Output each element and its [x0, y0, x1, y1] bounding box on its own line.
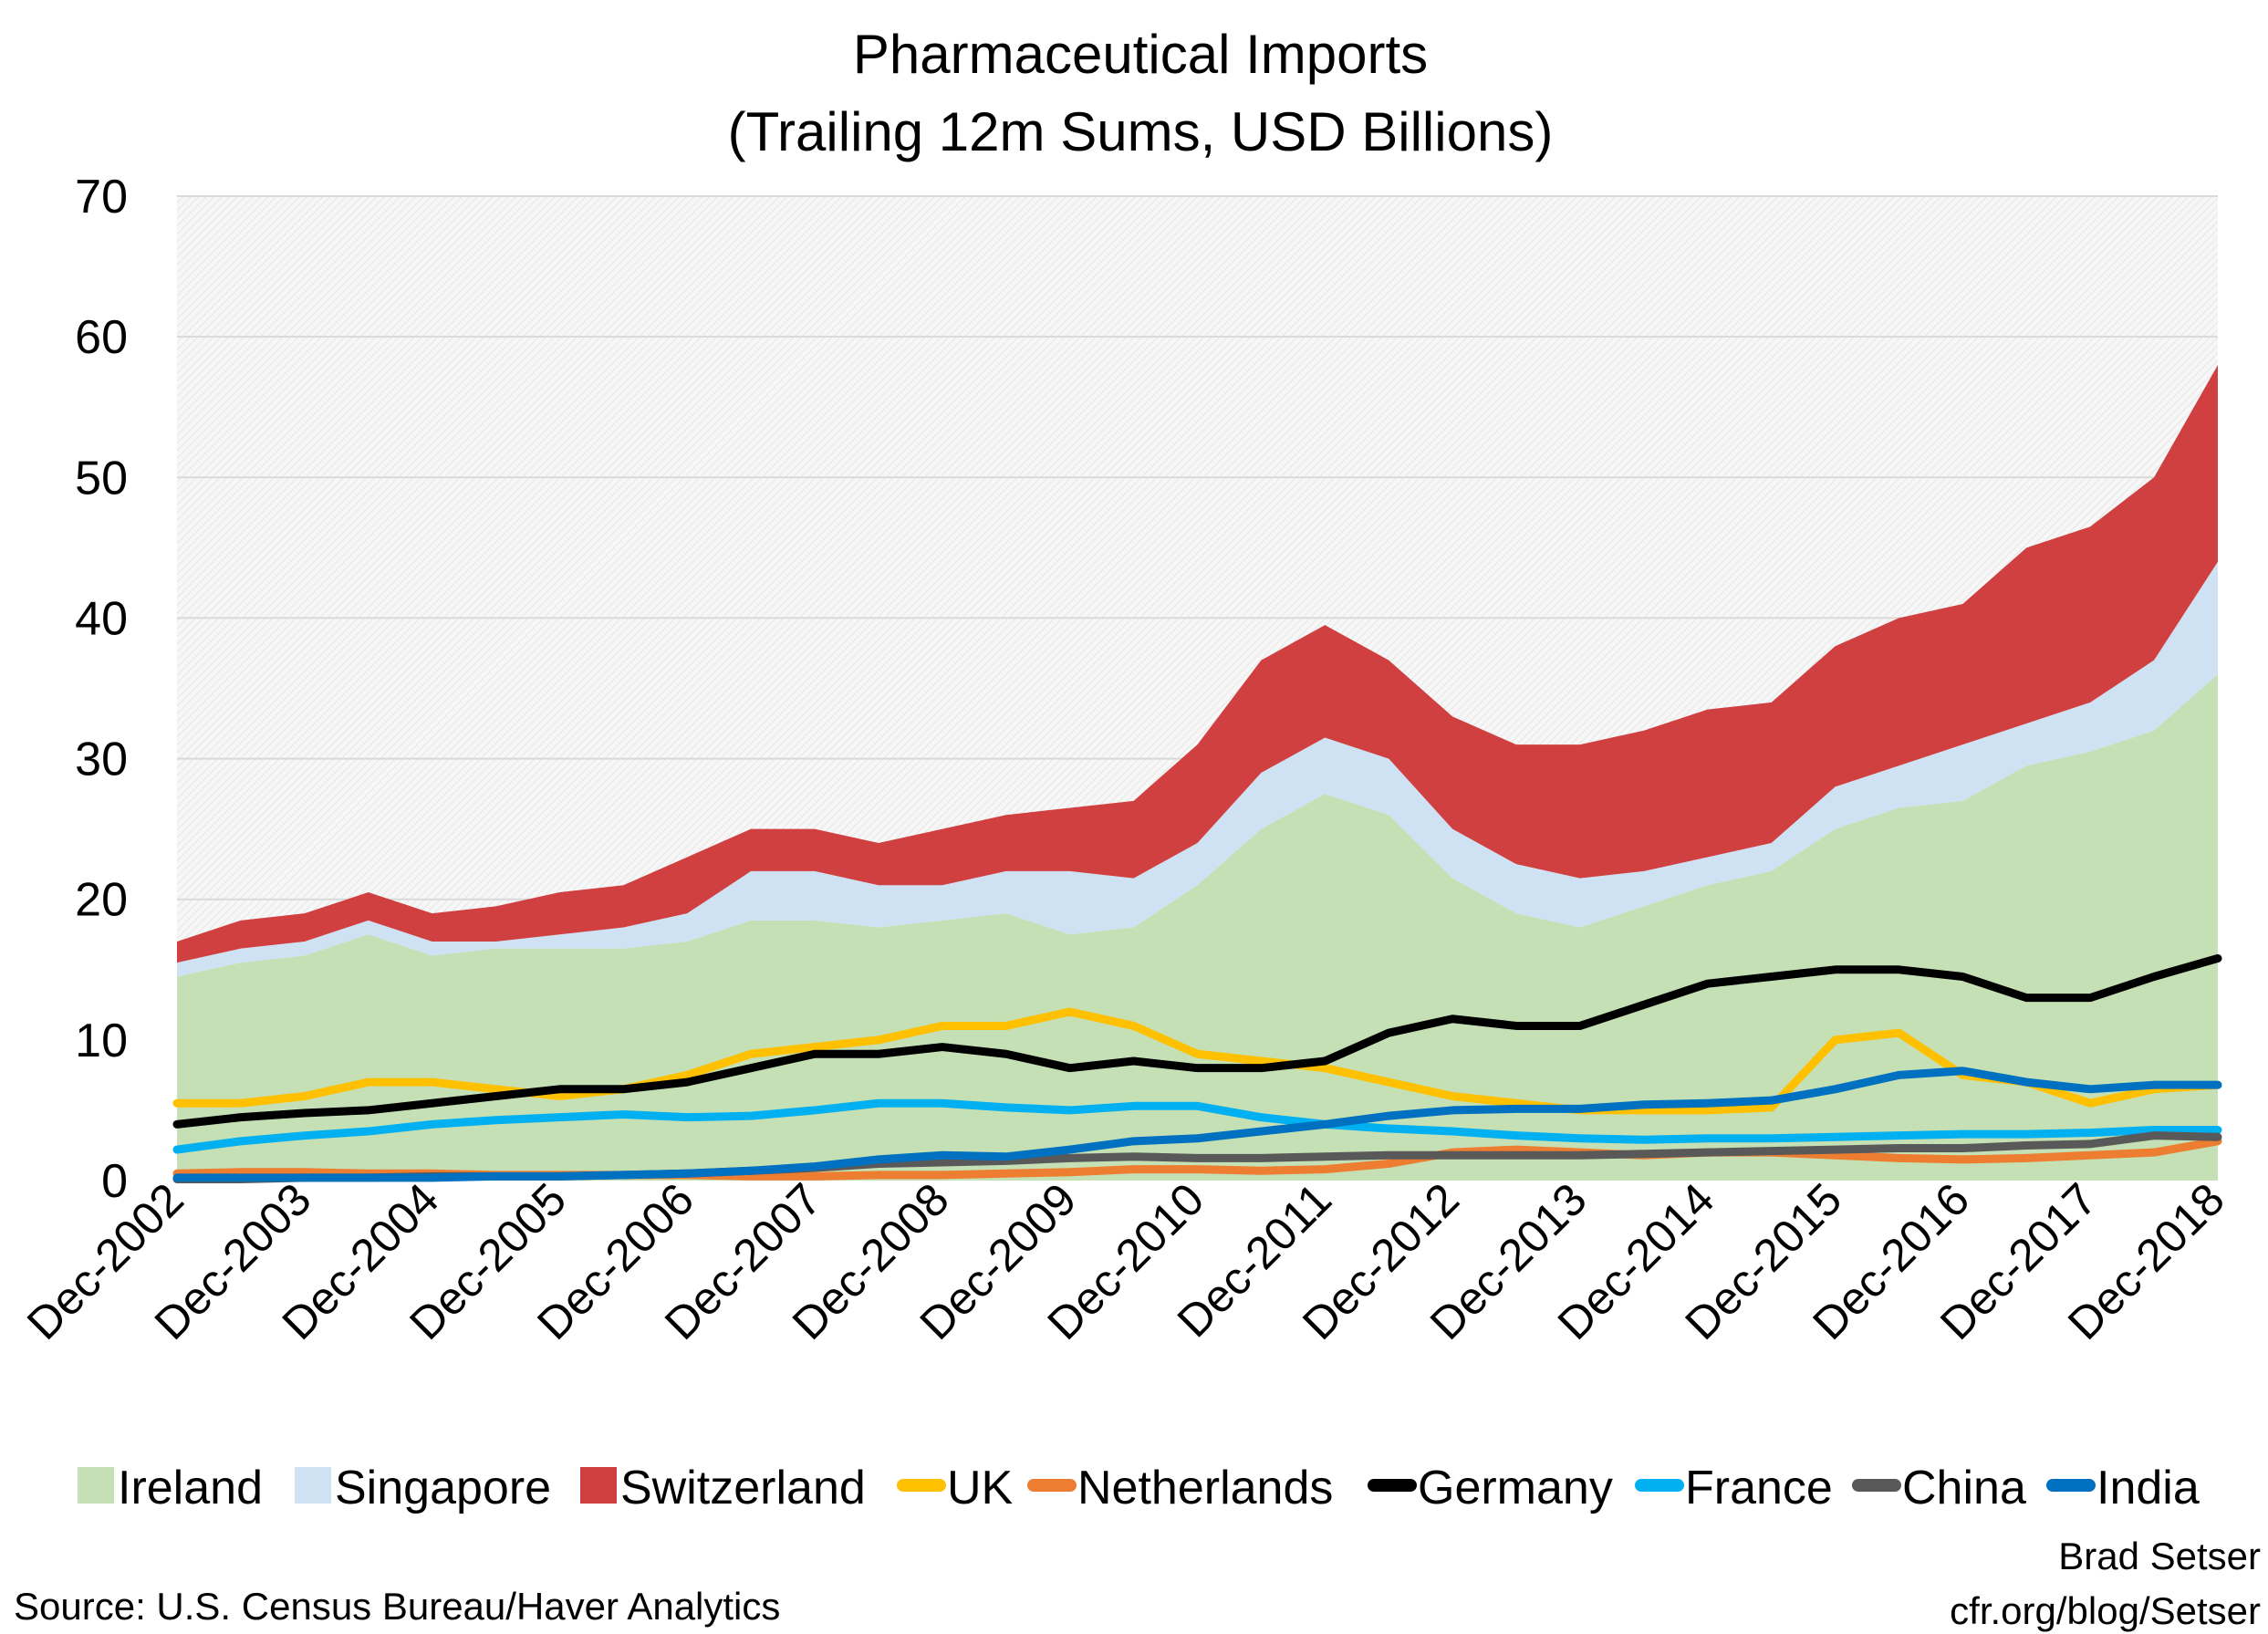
chart-subtitle: (Trailing 12m Sums, USD Billions) — [728, 101, 1554, 162]
series-lines — [172, 953, 2222, 1183]
source-note: Source: U.S. Census Bureau/Haver Analyti… — [14, 1585, 780, 1628]
y-tick-label: 0 — [101, 1155, 128, 1208]
area-ireland — [177, 674, 2218, 1181]
legend-label: UK — [947, 1462, 1014, 1514]
area-singapore — [177, 561, 2218, 977]
legend-item-france: France — [1635, 1462, 1833, 1514]
legend-item-germany: Germany — [1368, 1462, 1613, 1514]
legend-item-switzerland: Switzerland — [580, 1462, 866, 1514]
legend-label: France — [1685, 1462, 1833, 1514]
legend-item-netherlands: Netherlands — [1027, 1462, 1333, 1514]
legend-item-india: India — [2046, 1462, 2200, 1514]
legend-label: Switzerland — [620, 1462, 866, 1514]
legend: Ireland Singapore Switzerland UK Netherlands… — [78, 1462, 2200, 1514]
y-tick-label: 50 — [75, 452, 128, 505]
y-tick-label: 10 — [75, 1015, 128, 1067]
legend-swatch — [78, 1467, 114, 1504]
chart-title: Pharmaceutical Imports — [853, 24, 1428, 85]
y-tick-label: 30 — [75, 734, 128, 786]
legend-swatch — [295, 1467, 331, 1504]
line-france — [172, 1098, 2222, 1154]
legend-label: India — [2096, 1462, 2200, 1514]
author-url: cfr.org/blog/Setser — [1950, 1589, 2261, 1632]
y-tick-label: 60 — [75, 311, 128, 364]
legend-label: Ireland — [118, 1462, 263, 1514]
stacked-areas — [177, 364, 2218, 1181]
x-axis-ticks: Dec-2002Dec-2003Dec-2004Dec-2005Dec-2006… — [17, 1173, 2234, 1349]
y-tick-label: 20 — [75, 874, 128, 927]
area-switzerland — [177, 364, 2218, 963]
legend-label: Netherlands — [1077, 1462, 1333, 1514]
legend-label: China — [1902, 1462, 2026, 1514]
legend-item-ireland: Ireland — [78, 1462, 263, 1514]
y-axis-ticks: 0 10 20 30 40 50 60 70 — [75, 171, 128, 1208]
legend-item-singapore: Singapore — [295, 1462, 551, 1514]
y-tick-label: 40 — [75, 592, 128, 645]
legend-swatch — [580, 1467, 617, 1504]
legend-label: Singapore — [335, 1462, 551, 1514]
line-india — [172, 1067, 2222, 1182]
legend-item-china: China — [1852, 1462, 2026, 1514]
author: Brad Setser — [2058, 1535, 2261, 1577]
legend-label: Germany — [1418, 1462, 1613, 1514]
y-tick-label: 70 — [75, 171, 128, 224]
line-germany — [172, 953, 2222, 1129]
legend-item-uk: UK — [897, 1462, 1014, 1514]
